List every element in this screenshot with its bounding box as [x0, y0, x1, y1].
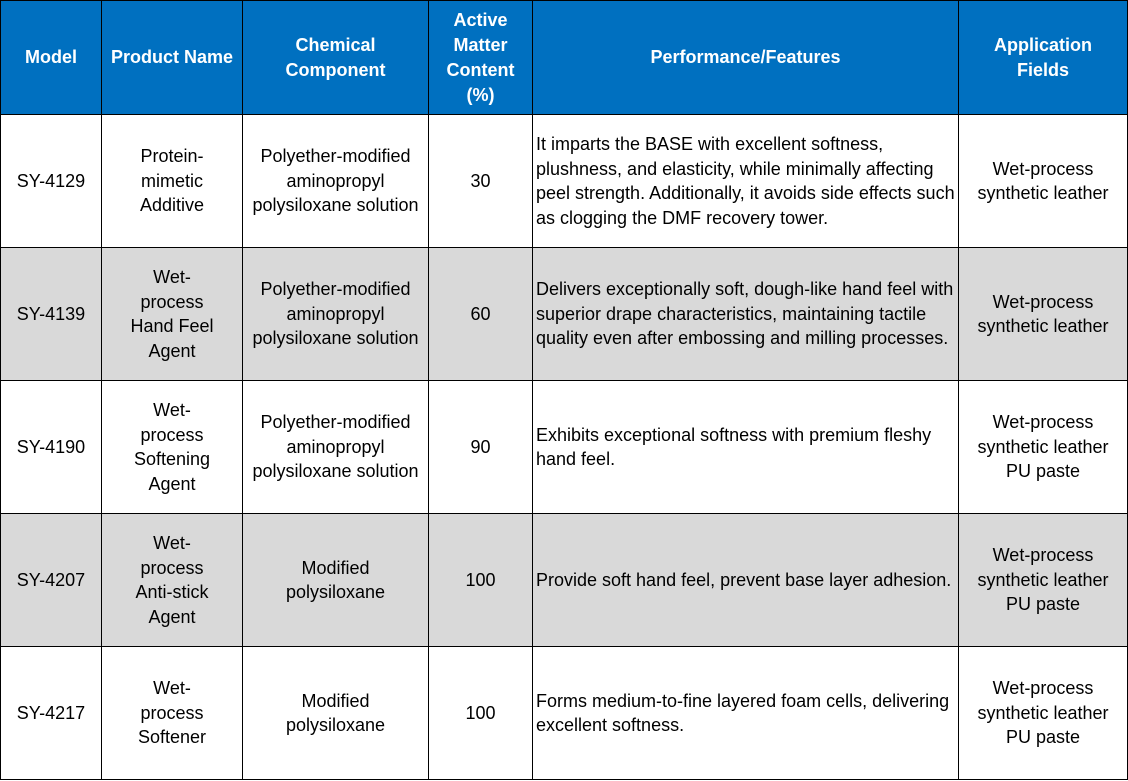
table-body: SY-4129 Protein-mimetic Additive Polyeth…: [0, 114, 1128, 780]
header-active-matter-content: Active Matter Content (%): [428, 0, 533, 115]
chemical-component-cell: Polyether-modified aminopropyl polysilox…: [242, 114, 429, 248]
chemical-component-text: Modified polysiloxane: [285, 690, 386, 736]
active-matter-content-cell: 100: [428, 646, 533, 780]
model-cell: SY-4129: [0, 114, 102, 248]
chemical-component-text: Polyether-modified aminopropyl polysilox…: [252, 412, 419, 482]
chemical-component-cell: Modified polysiloxane: [242, 646, 429, 780]
header-chemical-component: Chemical Component: [242, 0, 429, 115]
header-application-fields-label: Application Fields: [994, 34, 1092, 80]
product-name-cell: Protein-mimetic Additive: [101, 114, 243, 248]
performance-features-cell: It imparts the BASE with excellent softn…: [532, 114, 959, 248]
active-matter-content-cell: 100: [428, 513, 533, 647]
header-chemical-component-label: Chemical Component: [285, 34, 386, 80]
application-fields-text: Wet-process synthetic leather PU paste: [977, 545, 1109, 615]
product-name-text: Wet-process Softener: [137, 678, 207, 748]
application-fields-text: Wet-process synthetic leather PU paste: [977, 412, 1109, 482]
application-fields-cell: Wet-process synthetic leather: [958, 114, 1128, 248]
application-fields-text: Wet-process synthetic leather PU paste: [977, 678, 1109, 748]
product-name-text: Wet-process Anti-stick Agent: [135, 533, 209, 627]
product-name-cell: Wet-process Softener: [101, 646, 243, 780]
header-product-name: Product Name: [101, 0, 243, 115]
active-matter-content-cell: 60: [428, 247, 533, 381]
table-row: SY-4207 Wet-process Anti-stick Agent Mod…: [0, 513, 1128, 647]
table-row: SY-4139 Wet-process Hand Feel Agent Poly…: [0, 247, 1128, 381]
model-cell: SY-4217: [0, 646, 102, 780]
product-name-cell: Wet-process Anti-stick Agent: [101, 513, 243, 647]
product-name-cell: Wet-process Softening Agent: [101, 380, 243, 514]
product-name-cell: Wet-process Hand Feel Agent: [101, 247, 243, 381]
model-cell: SY-4190: [0, 380, 102, 514]
chemical-component-cell: Modified polysiloxane: [242, 513, 429, 647]
chemical-component-cell: Polyether-modified aminopropyl polysilox…: [242, 380, 429, 514]
performance-features-cell: Provide soft hand feel, prevent base lay…: [532, 513, 959, 647]
active-matter-content-cell: 90: [428, 380, 533, 514]
header-performance-features: Performance/Features: [532, 0, 959, 115]
table-row: SY-4129 Protein-mimetic Additive Polyeth…: [0, 114, 1128, 248]
application-fields-cell: Wet-process synthetic leather PU paste: [958, 513, 1128, 647]
table-header: Model Product Name Chemical Component Ac…: [0, 0, 1128, 115]
performance-features-cell: Exhibits exceptional softness with premi…: [532, 380, 959, 514]
product-name-text: Wet-process Hand Feel Agent: [130, 267, 214, 361]
product-name-text: Wet-process Softening Agent: [133, 400, 211, 494]
chemical-component-text: Polyether-modified aminopropyl polysilox…: [252, 146, 419, 216]
product-name-text: Protein-mimetic Additive: [139, 146, 205, 216]
active-matter-content-cell: 30: [428, 114, 533, 248]
table-row: SY-4190 Wet-process Softening Agent Poly…: [0, 380, 1128, 514]
header-model: Model: [0, 0, 102, 115]
table-row: SY-4217 Wet-process Softener Modified po…: [0, 646, 1128, 780]
model-cell: SY-4207: [0, 513, 102, 647]
application-fields-cell: Wet-process synthetic leather PU paste: [958, 380, 1128, 514]
application-fields-cell: Wet-process synthetic leather PU paste: [958, 646, 1128, 780]
header-active-matter-content-label: Active Matter Content (%): [446, 9, 515, 105]
header-row: Model Product Name Chemical Component Ac…: [0, 0, 1128, 115]
application-fields-cell: Wet-process synthetic leather: [958, 247, 1128, 381]
performance-features-cell: Forms medium-to-fine layered foam cells,…: [532, 646, 959, 780]
model-cell: SY-4139: [0, 247, 102, 381]
chemical-component-text: Modified polysiloxane: [285, 557, 386, 603]
header-application-fields: Application Fields: [958, 0, 1128, 115]
application-fields-text: Wet-process synthetic leather: [977, 158, 1109, 204]
performance-features-cell: Delivers exceptionally soft, dough-like …: [532, 247, 959, 381]
chemical-component-cell: Polyether-modified aminopropyl polysilox…: [242, 247, 429, 381]
chemical-component-text: Polyether-modified aminopropyl polysilox…: [252, 279, 419, 349]
application-fields-text: Wet-process synthetic leather: [977, 291, 1109, 337]
